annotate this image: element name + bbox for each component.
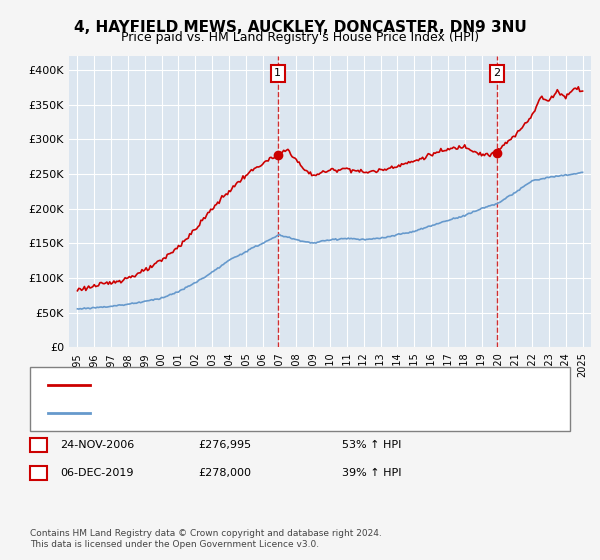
- Text: 4, HAYFIELD MEWS, AUCKLEY, DONCASTER, DN9 3NU (detached house): 4, HAYFIELD MEWS, AUCKLEY, DONCASTER, DN…: [96, 380, 469, 390]
- Text: 2: 2: [493, 68, 500, 78]
- Text: Contains HM Land Registry data © Crown copyright and database right 2024.
This d: Contains HM Land Registry data © Crown c…: [30, 529, 382, 549]
- Text: 4, HAYFIELD MEWS, AUCKLEY, DONCASTER, DN9 3NU: 4, HAYFIELD MEWS, AUCKLEY, DONCASTER, DN…: [74, 20, 526, 35]
- Text: Price paid vs. HM Land Registry's House Price Index (HPI): Price paid vs. HM Land Registry's House …: [121, 31, 479, 44]
- Text: 2: 2: [35, 468, 42, 478]
- Text: 39% ↑ HPI: 39% ↑ HPI: [342, 468, 401, 478]
- Text: £276,995: £276,995: [198, 440, 251, 450]
- Text: 06-DEC-2019: 06-DEC-2019: [60, 468, 133, 478]
- Text: HPI: Average price, detached house, Doncaster: HPI: Average price, detached house, Donc…: [96, 408, 343, 418]
- Text: 1: 1: [274, 68, 281, 78]
- Text: 53% ↑ HPI: 53% ↑ HPI: [342, 440, 401, 450]
- Text: 24-NOV-2006: 24-NOV-2006: [60, 440, 134, 450]
- Text: £278,000: £278,000: [198, 468, 251, 478]
- Text: 1: 1: [35, 440, 42, 450]
